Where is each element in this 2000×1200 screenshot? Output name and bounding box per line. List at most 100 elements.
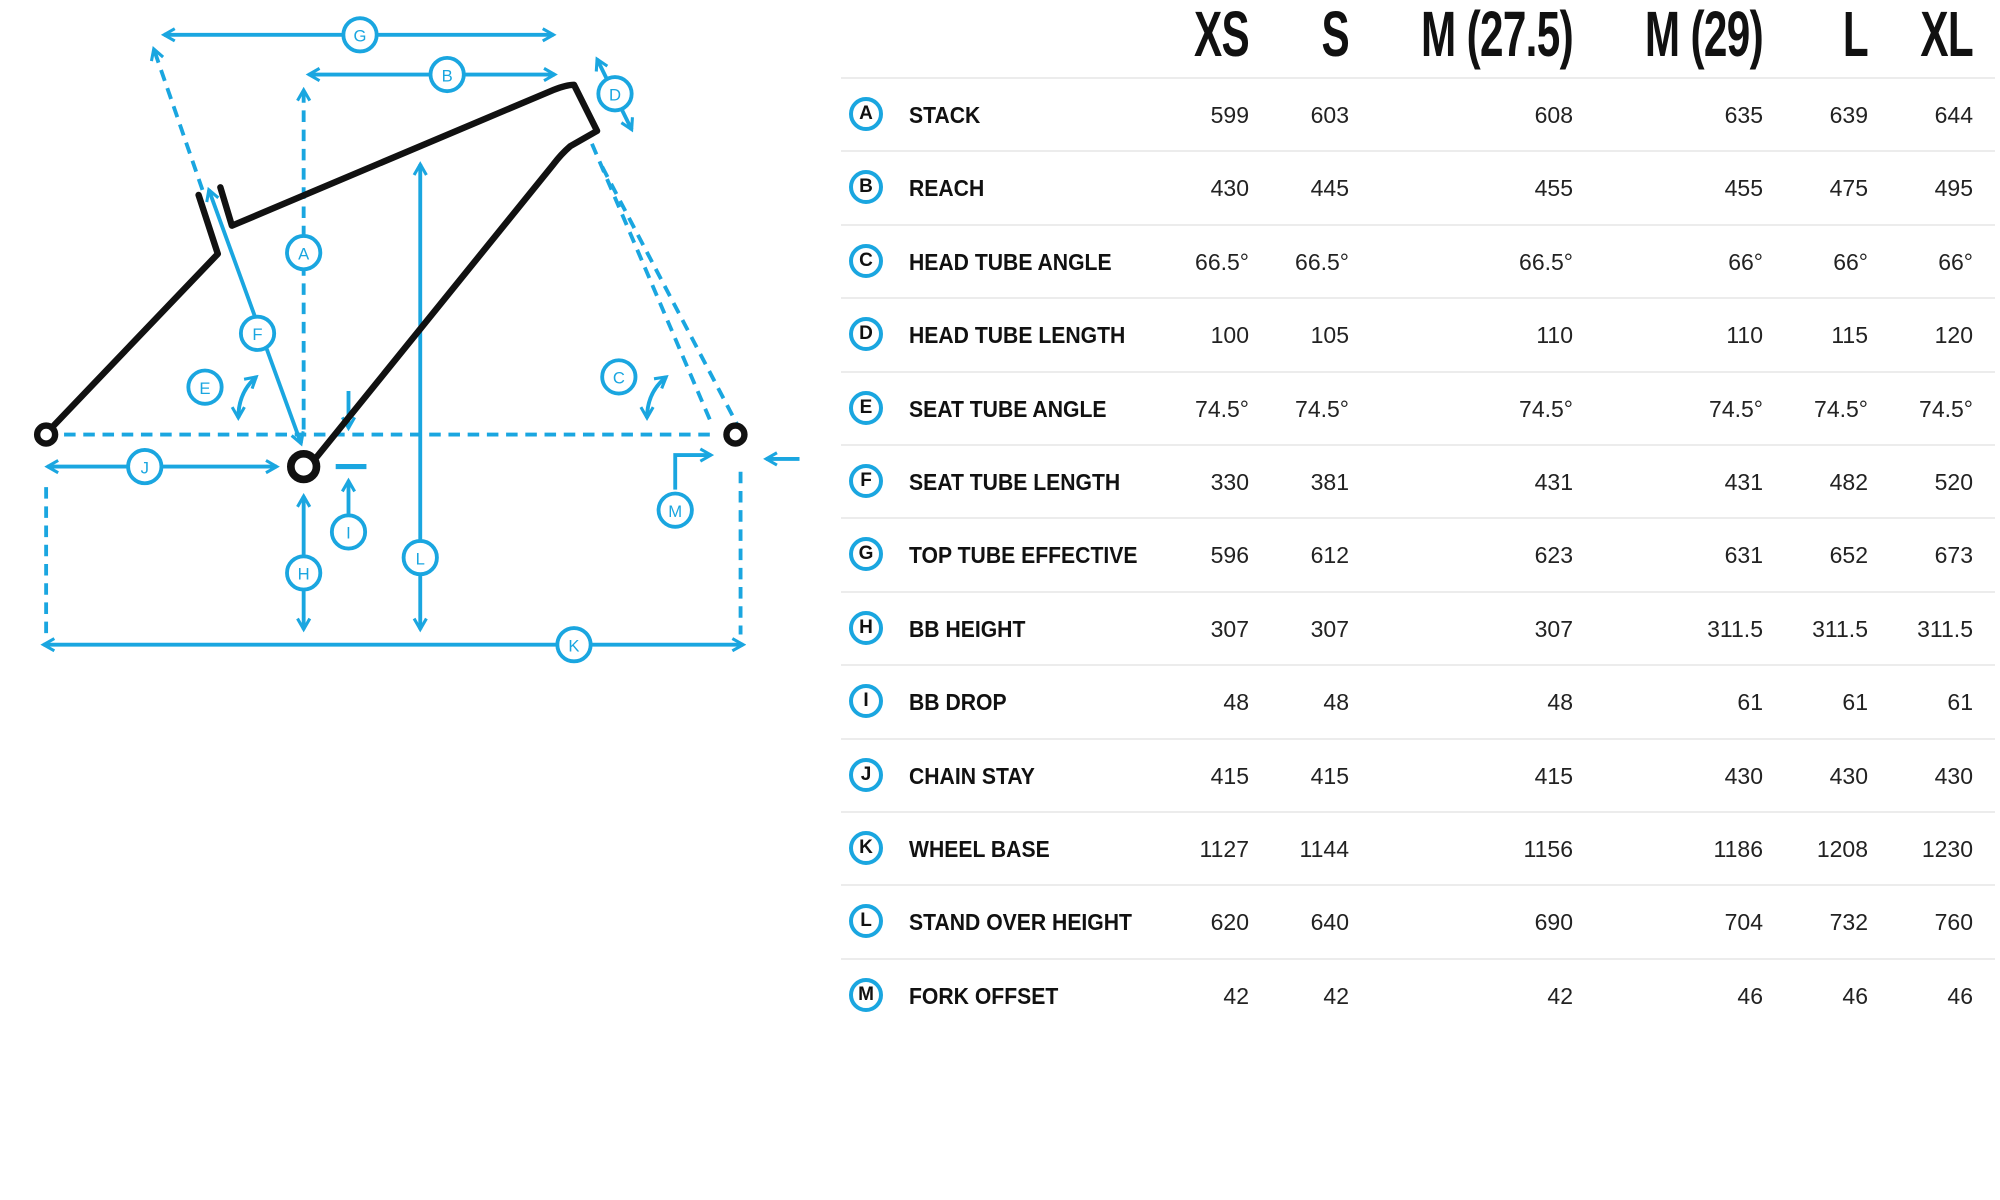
- value-cell: 74.5°: [1919, 395, 1973, 422]
- row-label: TOP TUBE EFFECTIVE: [909, 542, 1138, 569]
- marker-label: C: [613, 369, 625, 388]
- value-cell: 100: [1210, 322, 1249, 349]
- value-cell: 61: [1947, 689, 1973, 716]
- guide-lines: [44, 45, 745, 635]
- letter-badge: G: [849, 537, 883, 572]
- row-label: HEAD TUBE LENGTH: [909, 322, 1126, 349]
- marker-b: B: [428, 55, 466, 94]
- value-cell: 455: [1724, 175, 1763, 202]
- value-cell: 42: [1547, 982, 1573, 1009]
- value-cell: 46: [1947, 982, 1973, 1009]
- marker-j: J: [126, 448, 164, 486]
- bottom-bracket-icon: [287, 449, 321, 484]
- table-row: I BB DROP 48 48 48 61 61 61: [841, 664, 1995, 739]
- value-cell: 1156: [1523, 836, 1573, 862]
- value-cell: 608: [1534, 102, 1573, 128]
- value-cell: 105: [1310, 322, 1349, 349]
- value-cell: 475: [1829, 175, 1868, 202]
- table-row: G TOP TUBE EFFECTIVE 596 612 623 631 652 673: [841, 517, 1995, 592]
- value-cell: 612: [1310, 542, 1349, 569]
- letter-badge: C: [849, 243, 883, 278]
- value-cell: 644: [1934, 102, 1973, 128]
- marker-k: K: [555, 626, 593, 664]
- value-cell: 66.5°: [1295, 248, 1349, 275]
- value-cell: 311.5: [1707, 615, 1763, 642]
- value-cell: 704: [1724, 909, 1763, 936]
- marker-f: F: [238, 314, 277, 352]
- value-cell: 1230: [1921, 836, 1973, 862]
- row-label: CHAIN STAY: [909, 762, 1035, 789]
- value-cell: 42: [1323, 982, 1349, 1009]
- table-row: F SEAT TUBE LENGTH 330 381 431 431 482 520: [841, 444, 1995, 519]
- value-cell: 1127: [1199, 836, 1249, 862]
- value-cell: 732: [1829, 909, 1868, 936]
- letter-badge: L: [849, 904, 883, 939]
- value-cell: 520: [1934, 469, 1973, 495]
- marker-g: G: [341, 16, 379, 54]
- row-label: REACH: [909, 175, 985, 202]
- value-cell: 115: [1831, 322, 1868, 349]
- value-cell: 74.5°: [1814, 395, 1868, 422]
- marker-label: K: [568, 636, 579, 655]
- letter-badge: E: [849, 390, 883, 425]
- row-label: HEAD TUBE ANGLE: [909, 248, 1112, 275]
- value-cell: 46: [1842, 982, 1868, 1009]
- value-cell: 66°: [1728, 248, 1763, 275]
- value-cell: 430: [1210, 175, 1249, 202]
- value-cell: 445: [1310, 175, 1349, 202]
- size-header-m275: M (27.5): [1421, 0, 1574, 70]
- table-row: B REACH 430 445 455 455 475 495: [841, 150, 1995, 225]
- value-cell: 381: [1310, 469, 1349, 495]
- value-cell: 596: [1210, 542, 1249, 569]
- value-cell: 311.5: [1917, 615, 1973, 642]
- value-cell: 66°: [1833, 248, 1868, 275]
- value-cell: 311.5: [1812, 615, 1868, 642]
- size-header-xl: XL: [1920, 0, 1973, 70]
- value-cell: 623: [1534, 542, 1573, 569]
- marker-label: J: [141, 458, 149, 477]
- value-cell: 42: [1223, 982, 1249, 1009]
- row-label: WHEEL BASE: [909, 836, 1050, 862]
- letter-badge: D: [849, 317, 883, 352]
- marker-label: E: [199, 379, 210, 398]
- value-cell: 640: [1310, 909, 1349, 936]
- value-cell: 673: [1934, 542, 1973, 569]
- value-cell: 631: [1724, 542, 1763, 569]
- value-cell: 61: [1737, 689, 1763, 716]
- marker-label: B: [442, 66, 453, 85]
- size-header-s: S: [1321, 0, 1349, 70]
- value-cell: 1186: [1713, 836, 1763, 862]
- value-cell: 482: [1829, 469, 1868, 495]
- value-cell: 760: [1934, 909, 1973, 936]
- marker-m: M: [656, 491, 694, 529]
- row-label: BB HEIGHT: [909, 615, 1026, 642]
- rear-axle-icon: [33, 422, 59, 447]
- value-cell: 74.5°: [1519, 395, 1573, 422]
- value-cell: 431: [1724, 469, 1763, 495]
- value-cell: 46: [1737, 982, 1763, 1009]
- value-cell: 415: [1210, 762, 1249, 789]
- value-cell: 110: [1726, 322, 1763, 349]
- table-row: E SEAT TUBE ANGLE 74.5° 74.5° 74.5° 74.5° 74.…: [841, 370, 1995, 446]
- marker-label: I: [346, 524, 351, 543]
- marker-label: G: [354, 27, 367, 46]
- table-row: K WHEEL BASE 1127 1144 1156 1186 1208 1230: [841, 811, 1995, 886]
- value-cell: 110: [1536, 322, 1573, 349]
- letter-badge: J: [849, 757, 883, 792]
- front-axle-icon: [723, 422, 748, 447]
- marker-e: E: [186, 368, 224, 406]
- value-cell: 430: [1724, 762, 1763, 789]
- frame-geometry-diagram: A B C D E F G H I J K L M: [33, 16, 800, 664]
- table-row: A STACK 599 603 608 635 639 644: [841, 77, 1995, 152]
- marker-label: L: [416, 549, 425, 568]
- row-label: BB DROP: [909, 689, 1007, 716]
- marker-label: A: [298, 244, 310, 263]
- marker-label: D: [609, 86, 621, 105]
- marker-h: H: [285, 554, 323, 592]
- value-cell: 635: [1724, 102, 1763, 128]
- value-cell: 48: [1547, 689, 1573, 716]
- value-cell: 415: [1534, 762, 1573, 789]
- value-cell: 430: [1829, 762, 1868, 789]
- marker-c: C: [600, 358, 638, 396]
- value-cell: 48: [1323, 689, 1349, 716]
